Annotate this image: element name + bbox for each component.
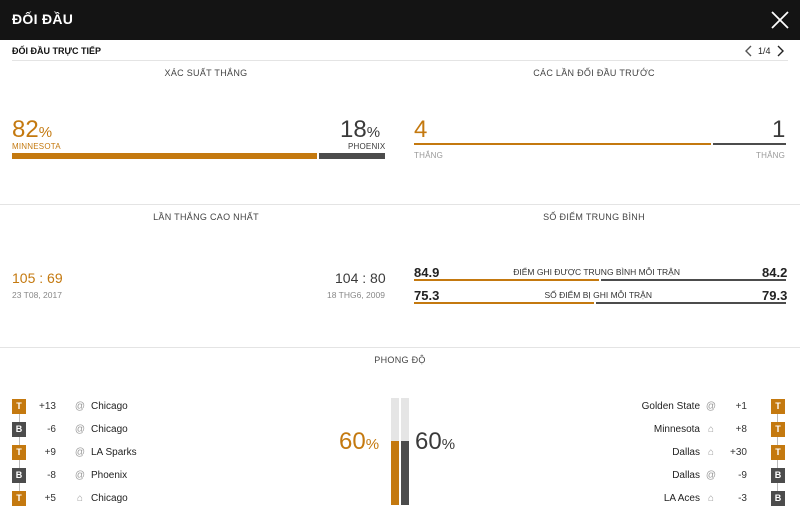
away-meetings-bar [713, 143, 786, 145]
avg-conceded-label: SỐ ĐIỂM BỊ GHI MỖI TRẬN [544, 290, 652, 300]
away-form-pct: 60% [415, 428, 456, 455]
home-form-row: T +5 ⌂ Chicago [12, 490, 128, 506]
at-icon: @ [74, 400, 86, 412]
result-badge: T [12, 490, 26, 506]
chevron-left-icon[interactable] [744, 44, 754, 58]
opponent-name: Chicago [91, 400, 128, 412]
at-icon: @ [74, 446, 86, 458]
score-diff: +1 [735, 400, 747, 412]
opponent-name: Minnesota [653, 423, 700, 435]
home-form-row: T +9 @ LA Sparks [12, 444, 137, 460]
home-biggest-win-date: 23 T08, 2017 [12, 290, 62, 300]
biggest-win-title: LẦN THẮNG CAO NHẤT [153, 212, 259, 222]
home-form-pillar [391, 398, 399, 505]
divider [12, 60, 788, 61]
score-diff: +5 [44, 492, 56, 504]
modal-title: ĐỐI ĐẦU [12, 11, 74, 27]
home-icon: ⌂ [707, 446, 715, 458]
away-biggest-win-score: 104 : 80 [335, 270, 386, 286]
average-points-title: SỐ ĐIỂM TRUNG BÌNH [543, 212, 645, 222]
away-form-row: Minnesota ⌂ +8 T [654, 421, 785, 437]
opponent-name: LA Aces [663, 492, 700, 504]
result-badge: T [12, 398, 26, 414]
chevron-right-icon[interactable] [775, 44, 785, 58]
avg-scored-label: ĐIỂM GHI ĐƯỢC TRUNG BÌNH MỖI TRẬN [513, 267, 680, 277]
opponent-name: Phoenix [91, 469, 128, 481]
away-form-row: Dallas ⌂ +30 T [672, 444, 785, 460]
avg-scored-home: 84.9 [414, 265, 440, 280]
home-icon: ⌂ [76, 492, 84, 504]
score-diff: -9 [738, 469, 747, 481]
home-icon: ⌂ [707, 423, 715, 435]
result-badge: T [771, 421, 785, 437]
away-form-pillar [401, 398, 409, 505]
home-form-row: B -6 @ Chicago [12, 421, 128, 437]
win-probability-title: XÁC SUẤT THẮNG [164, 68, 248, 78]
away-team-label: PHOENIX [348, 142, 386, 151]
avg-conceded-home: 75.3 [414, 288, 440, 303]
away-win-bar [319, 153, 385, 159]
section-title-h2h: ĐỐI ĐẦU TRỰC TIẾP [12, 46, 101, 56]
away-meetings-label: THẮNG [756, 151, 785, 160]
home-win-bar [12, 153, 317, 159]
opponent-name: LA Sparks [91, 446, 137, 458]
opponent-name: Chicago [91, 492, 128, 504]
close-icon[interactable] [769, 9, 791, 31]
previous-meetings-title: CÁC LẦN ĐỐI ĐẦU TRƯỚC [533, 68, 655, 78]
result-badge: B [771, 490, 785, 506]
avg-conceded-home-bar [414, 302, 594, 304]
away-form-row: LA Aces ⌂ -3 B [664, 490, 785, 506]
home-meeting-wins: 4 [414, 116, 428, 143]
avg-scored-away-bar [601, 279, 786, 281]
opponent-name: Dallas [672, 446, 700, 458]
score-diff: +13 [39, 400, 56, 412]
away-form-row: Dallas @ -9 B [672, 467, 785, 483]
home-form-pct: 60% [339, 428, 380, 455]
divider [0, 204, 800, 205]
result-badge: T [771, 398, 785, 414]
home-icon: ⌂ [707, 492, 715, 504]
score-diff: -3 [738, 492, 747, 504]
opponent-name: Golden State [641, 400, 700, 412]
pager: 1/4 [744, 44, 785, 58]
home-form-row: T +13 @ Chicago [12, 398, 128, 414]
at-icon: @ [74, 423, 86, 435]
at-icon: @ [705, 400, 717, 412]
away-meeting-wins: 1 [772, 116, 786, 143]
away-win-pct: 18% [340, 116, 381, 143]
score-diff: +30 [730, 446, 747, 458]
home-meetings-bar [414, 143, 711, 145]
result-badge: B [12, 467, 26, 483]
result-badge: T [771, 444, 785, 460]
modal-header: ĐỐI ĐẦU [0, 0, 800, 40]
score-diff: +9 [44, 446, 56, 458]
away-biggest-win-date: 18 THG6, 2009 [327, 290, 385, 300]
home-biggest-win-score: 105 : 69 [12, 270, 63, 286]
avg-scored-away: 84.2 [762, 265, 788, 280]
score-diff: -8 [47, 469, 56, 481]
home-win-pct: 82% [12, 116, 53, 143]
result-badge: B [12, 421, 26, 437]
avg-conceded-away: 79.3 [762, 288, 788, 303]
at-icon: @ [74, 469, 86, 481]
avg-conceded-away-bar [596, 302, 786, 304]
at-icon: @ [705, 469, 717, 481]
result-badge: T [12, 444, 26, 460]
score-diff: +8 [735, 423, 747, 435]
divider [0, 347, 800, 348]
form-title: PHONG ĐỘ [374, 355, 426, 365]
home-team-label: MINNESOTA [12, 142, 61, 151]
pager-label: 1/4 [758, 46, 771, 56]
home-meetings-label: THẮNG [414, 151, 443, 160]
away-form-row: Golden State @ +1 T [642, 398, 785, 414]
score-diff: -6 [47, 423, 56, 435]
avg-scored-home-bar [414, 279, 599, 281]
result-badge: B [771, 467, 785, 483]
opponent-name: Chicago [91, 423, 128, 435]
home-form-row: B -8 @ Phoenix [12, 467, 127, 483]
opponent-name: Dallas [672, 469, 700, 481]
